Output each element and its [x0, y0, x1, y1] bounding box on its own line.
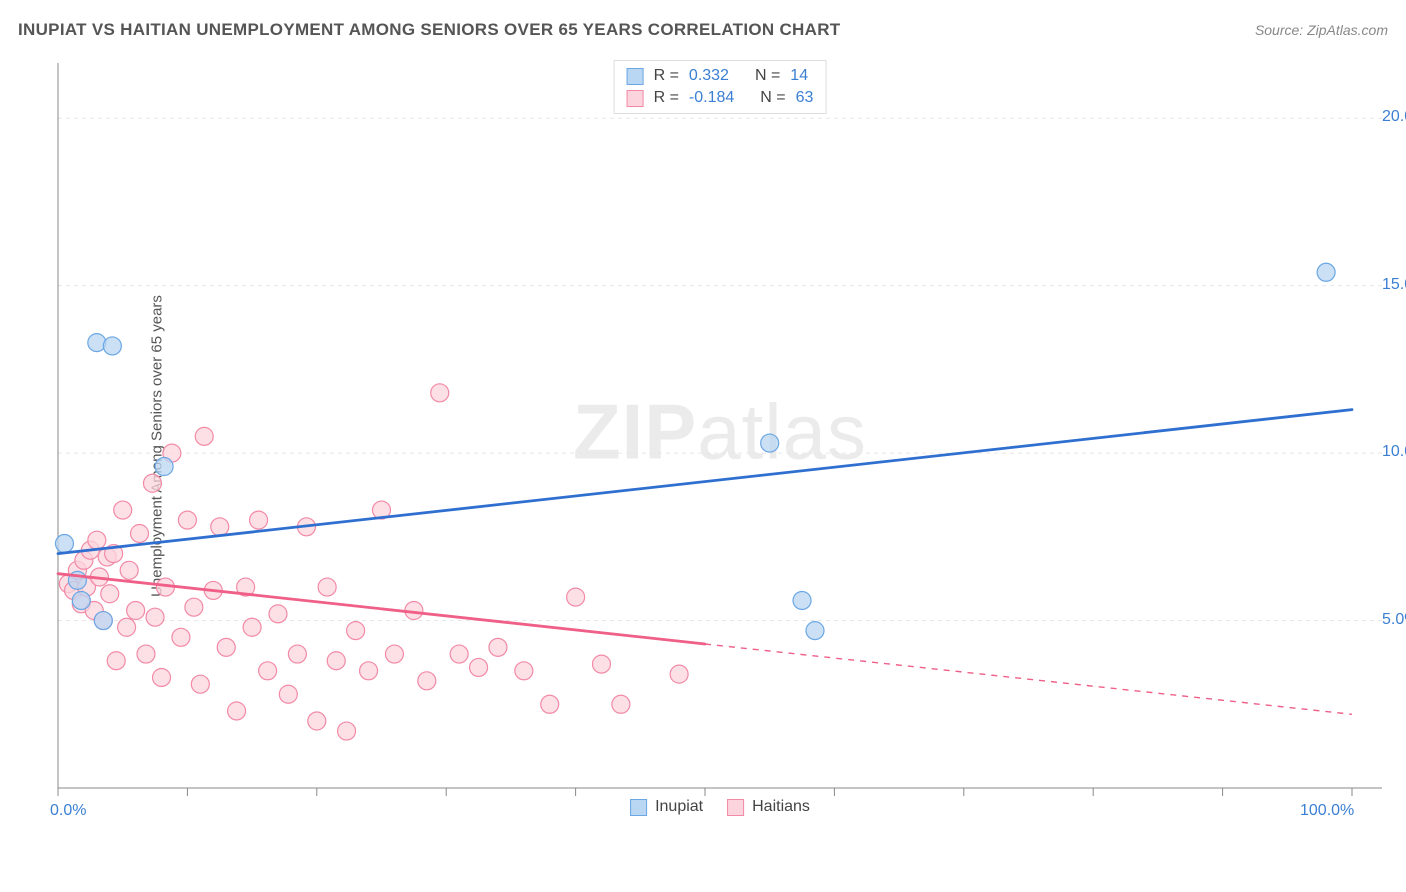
n-label: N =: [755, 65, 780, 87]
scatter-plot-svg: [52, 58, 1388, 828]
legend-series: Inupiat Haitians: [630, 798, 810, 816]
legend-swatch-haitians: [727, 799, 744, 816]
legend-swatch-haitians: [627, 90, 644, 107]
legend-item-inupiat: Inupiat: [630, 798, 703, 816]
legend-swatch-inupiat: [630, 799, 647, 816]
axis-tick-label: 10.0%: [1382, 443, 1406, 461]
r-value-inupiat: 0.332: [689, 65, 729, 87]
chart-title: INUPIAT VS HAITIAN UNEMPLOYMENT AMONG SE…: [18, 20, 840, 40]
legend-stats-row-inupiat: R = 0.332 N = 14: [627, 65, 814, 87]
chart-container: INUPIAT VS HAITIAN UNEMPLOYMENT AMONG SE…: [0, 0, 1406, 892]
r-value-haitians: -0.184: [689, 87, 734, 109]
axis-tick-label: 100.0%: [1300, 802, 1354, 820]
axis-tick-label: 0.0%: [50, 802, 86, 820]
n-value-inupiat: 14: [790, 65, 808, 87]
legend-stats-row-haitians: R = -0.184 N = 63: [627, 87, 814, 109]
legend-label-haitians: Haitians: [752, 798, 810, 816]
plot-area: ZIPatlas R = 0.332 N = 14 R = -0.184 N =…: [52, 58, 1388, 828]
r-label: R =: [654, 65, 679, 87]
axis-tick-label: 5.0%: [1382, 611, 1406, 629]
legend-item-haitians: Haitians: [727, 798, 810, 816]
axis-tick-label: 20.0%: [1382, 108, 1406, 126]
n-label: N =: [760, 87, 785, 109]
legend-swatch-inupiat: [627, 68, 644, 85]
axis-tick-label: 15.0%: [1382, 276, 1406, 294]
legend-stats: R = 0.332 N = 14 R = -0.184 N = 63: [614, 60, 827, 114]
source-label: Source: ZipAtlas.com: [1255, 22, 1388, 38]
title-bar: INUPIAT VS HAITIAN UNEMPLOYMENT AMONG SE…: [18, 20, 1388, 40]
r-label: R =: [654, 87, 679, 109]
n-value-haitians: 63: [796, 87, 814, 109]
legend-label-inupiat: Inupiat: [655, 798, 703, 816]
